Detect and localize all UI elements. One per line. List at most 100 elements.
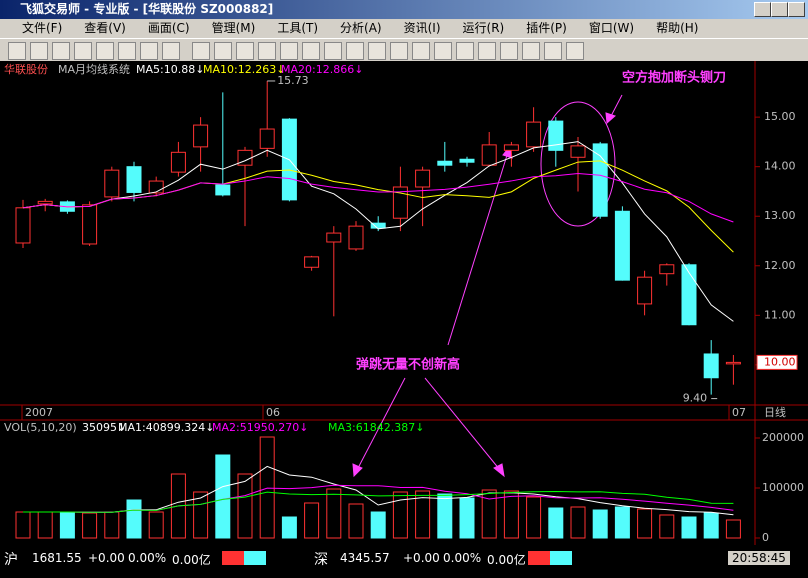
clock: 20:58:45 <box>728 551 790 565</box>
tool-button[interactable] <box>500 42 518 60</box>
volume-bar <box>104 511 120 539</box>
candle-body <box>348 225 364 250</box>
vol-header: 35095↓ <box>82 421 126 434</box>
candle-body <box>193 124 209 148</box>
volume-bar <box>126 499 142 539</box>
chart-bg <box>0 61 808 546</box>
tool-button[interactable] <box>162 42 180 60</box>
highlight-ellipse <box>540 101 616 227</box>
candle-body <box>548 120 564 151</box>
candle-body <box>725 361 741 365</box>
candle-body <box>215 184 231 196</box>
frame <box>0 61 808 545</box>
tool-button[interactable] <box>96 42 114 60</box>
volume-bar <box>326 488 342 539</box>
tool-button[interactable] <box>368 42 386 60</box>
vol-tick-label: 0 <box>762 531 769 544</box>
close-button[interactable] <box>788 2 805 17</box>
volume-bar <box>392 491 408 539</box>
status-bar: 沪 1681.55 +0.00 0.00% 0.00亿深 4345.57 +0.00 0.00… <box>0 546 808 578</box>
candle-body <box>304 256 320 268</box>
x-label: 07 <box>732 406 746 419</box>
y-tick-label: 13.00 <box>764 209 796 222</box>
menu-item[interactable]: 查看(V) <box>84 21 126 35</box>
volume-bar <box>59 511 75 539</box>
vol-tick-label: 200000 <box>762 431 804 444</box>
tool-button[interactable] <box>346 42 364 60</box>
candle-body <box>37 200 53 205</box>
menu-item[interactable]: 画面(C) <box>147 21 190 35</box>
tool-button[interactable] <box>566 42 584 60</box>
maximize-button[interactable] <box>771 2 788 17</box>
tool-button[interactable] <box>30 42 48 60</box>
high-label: 15.73 <box>277 74 309 87</box>
tool-button[interactable] <box>74 42 92 60</box>
tool-button[interactable] <box>390 42 408 60</box>
volume-bar <box>503 490 519 539</box>
tool-button[interactable] <box>52 42 70 60</box>
chart: 华联股份 MA月均线系统 MA5:10.88↓MA10:12.263↓MA20:12… <box>0 61 808 546</box>
volume-bar <box>215 454 231 539</box>
menu-item[interactable]: 分析(A) <box>340 21 382 35</box>
index-field: 0.00% <box>443 551 482 565</box>
menu-item[interactable]: 工具(T) <box>277 21 319 35</box>
y-tick-label: 15.00 <box>764 110 796 123</box>
candle-body <box>614 210 630 281</box>
tool-button[interactable] <box>118 42 136 60</box>
tool-button[interactable] <box>214 42 232 60</box>
tool-button[interactable] <box>302 42 320 60</box>
candle-body <box>104 169 120 198</box>
tool-button[interactable] <box>544 42 562 60</box>
tool-button[interactable] <box>412 42 430 60</box>
candle-body <box>592 143 608 217</box>
annotation: 空方抱加断头铡刀 <box>622 70 726 86</box>
menu-item[interactable]: 帮助(H) <box>656 21 699 35</box>
annotation: 弹跳无量不创新高 <box>356 357 460 373</box>
last-price: 10.00 <box>764 355 796 368</box>
menu-item[interactable]: 管理(M) <box>211 21 256 35</box>
menu-item[interactable]: 运行(R) <box>462 21 505 35</box>
x-label: 06 <box>266 406 280 419</box>
y-tick-label: 14.00 <box>764 160 796 173</box>
menu-item[interactable]: 资讯(I) <box>403 21 441 35</box>
candle-body <box>503 144 519 151</box>
tool-button[interactable] <box>8 42 26 60</box>
volume-bar <box>681 516 697 539</box>
tool-button[interactable] <box>258 42 276 60</box>
volume-bar <box>437 493 453 539</box>
y-tick-label: 11.00 <box>764 308 796 321</box>
ma-label: MA20:12.866↓ <box>281 63 363 76</box>
index-graph <box>528 551 572 565</box>
tool-button[interactable] <box>192 42 210 60</box>
volume-bar <box>614 506 630 539</box>
index-field: 0.00亿 <box>487 553 526 567</box>
minimize-button[interactable] <box>754 2 771 17</box>
candle-body <box>126 166 142 193</box>
menu-item[interactable]: 文件(F) <box>22 21 63 35</box>
tool-button[interactable] <box>434 42 452 60</box>
title-bar: 飞狐交易师 - 专业版 - [华联股份 SZ000882] <box>0 0 808 19</box>
volume-bar <box>570 506 586 539</box>
volume-bar <box>415 490 431 539</box>
candle-body <box>82 204 98 245</box>
menu-item[interactable]: 插件(P) <box>526 21 567 35</box>
ma-label: MA5:10.88↓ <box>136 63 204 76</box>
candle-body <box>370 222 386 229</box>
index-field: 0.00亿 <box>172 553 211 567</box>
tool-button[interactable] <box>478 42 496 60</box>
candle-body <box>637 276 653 305</box>
tool-button[interactable] <box>324 42 342 60</box>
tool-button[interactable] <box>280 42 298 60</box>
tool-button[interactable] <box>236 42 254 60</box>
candle-body <box>481 144 497 166</box>
index-field: +0.00 <box>403 551 440 565</box>
tool-button[interactable] <box>522 42 540 60</box>
index-field: 0.00% <box>128 551 167 565</box>
volume-bar <box>592 509 608 539</box>
tool-button[interactable] <box>140 42 158 60</box>
menu-item[interactable]: 窗口(W) <box>588 21 635 35</box>
index-field: 1681.55 <box>32 551 82 565</box>
candle-body <box>392 186 408 219</box>
tool-button[interactable] <box>456 42 474 60</box>
